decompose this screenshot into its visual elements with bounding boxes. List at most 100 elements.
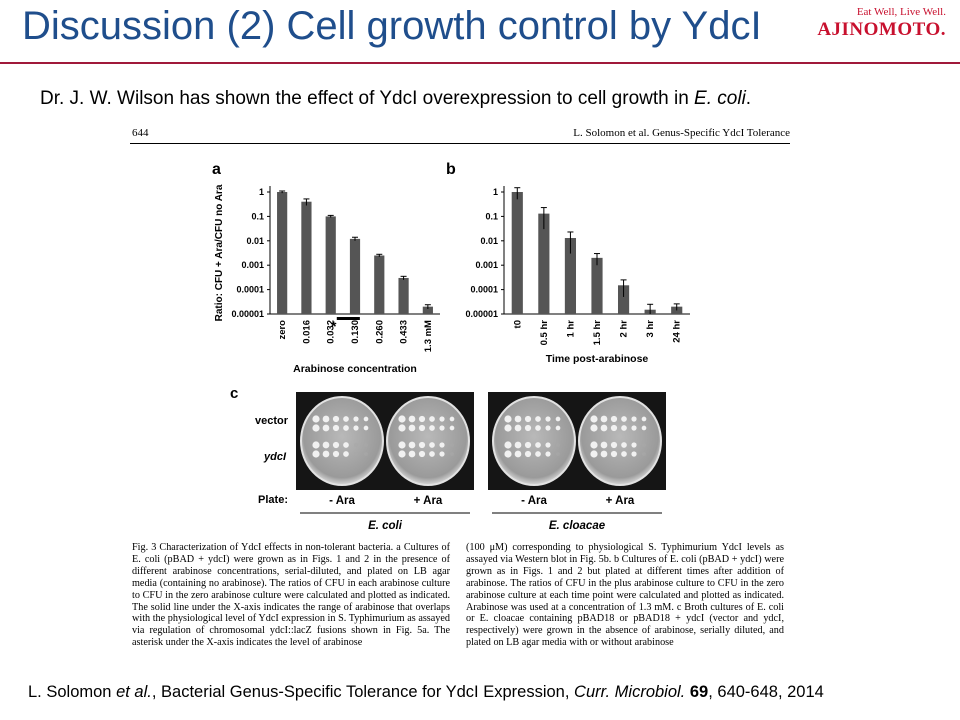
colony-spot — [631, 442, 637, 448]
x-tick-label: 24 hr — [672, 320, 683, 343]
panel-label: b — [446, 161, 456, 178]
paper-figure: 644 L. Solomon et al. Genus-Specific Ydc… — [130, 122, 790, 674]
bar — [617, 285, 630, 314]
bar — [564, 238, 577, 314]
colony-spot — [408, 441, 416, 449]
colony-spot — [449, 425, 455, 431]
colony-spot — [535, 425, 541, 431]
colony-spot — [524, 424, 532, 432]
plate-condition: - Ara — [521, 495, 547, 507]
y-tick-label: 0.001 — [241, 260, 264, 270]
panel-b-chart: b 1 0.1 0.01 0.001 0.0001 0.00001 t0 0.5 hr 1 hr 1… — [446, 161, 690, 365]
y-tick-label: 0.1 — [251, 211, 264, 221]
agar-plate — [578, 396, 662, 486]
colony-spot — [524, 450, 532, 458]
colony-spot — [545, 442, 551, 448]
colony-spot — [610, 441, 618, 449]
colony-spot — [600, 415, 608, 423]
colony-spot — [332, 424, 340, 432]
colony-spot — [363, 425, 369, 431]
colony-spot — [642, 443, 646, 447]
colony-grid — [504, 415, 561, 458]
colony-spot — [332, 441, 340, 449]
bar — [301, 201, 312, 314]
colony-spot — [610, 415, 618, 423]
colony-spot — [631, 416, 637, 422]
colony-spot — [418, 424, 426, 432]
running-head-text: L. Solomon et al. Genus-Specific YdcI To… — [573, 127, 790, 139]
y-tick-label: 0.01 — [480, 236, 498, 246]
colony-spot — [398, 450, 406, 458]
organism-label: E. cloacae — [549, 520, 606, 532]
title-rule — [0, 62, 960, 64]
colony-spot — [524, 441, 532, 449]
y-tick-label: 1 — [259, 187, 264, 197]
colony-spot — [429, 451, 435, 457]
colony-spot — [450, 443, 454, 447]
figure-caption-left: Fig. 3 Characterization of YdcI effects … — [132, 542, 450, 649]
colony-spot — [621, 416, 627, 422]
colony-spot — [449, 416, 455, 422]
ajinomoto-logo: Eat Well, Live Well. AJINOMOTO. — [817, 6, 950, 46]
colony-spot — [439, 442, 445, 448]
row-label-vector: vector — [255, 415, 289, 427]
bar — [349, 238, 361, 314]
colony-spot — [439, 451, 445, 457]
colony-spot — [504, 450, 512, 458]
colony-spot — [322, 424, 330, 432]
y-axis-label: Ratio: CFU + Ara/CFU no Ara — [214, 184, 225, 321]
x-tick-label: zero — [277, 320, 288, 340]
colony-spot — [555, 416, 561, 422]
colony-spot — [545, 451, 551, 457]
agar-plate — [492, 396, 576, 486]
colony-spot — [545, 416, 551, 422]
colony-spot — [332, 415, 340, 423]
colony-spot — [439, 425, 445, 431]
bar — [277, 192, 288, 314]
colony-spot — [429, 416, 435, 422]
y-tick-label: 1 — [493, 187, 498, 197]
colony-grid — [590, 415, 647, 458]
y-tick-label: 0.0001 — [236, 285, 264, 295]
colony-grid — [312, 415, 369, 458]
colony-spot — [514, 415, 522, 423]
colony-spot — [590, 415, 598, 423]
colony-spot — [450, 452, 454, 456]
y-tick-label: 0.00001 — [231, 309, 264, 319]
citation-volume: 69 — [689, 683, 709, 701]
agar-plate — [386, 396, 470, 486]
colony-spot — [641, 416, 647, 422]
bar — [374, 255, 385, 314]
intro-prefix: Dr. J. W. Wilson has shown the effect of… — [40, 88, 695, 109]
colony-spot — [343, 451, 349, 457]
organism-label: E. coli — [368, 520, 403, 532]
colony-spot — [312, 424, 320, 432]
colony-spot — [524, 415, 532, 423]
colony-spot — [343, 416, 349, 422]
x-tick-label: 0.5 hr — [539, 320, 550, 346]
citation-etal: et al. — [116, 683, 152, 701]
plate-condition: + Ara — [606, 495, 635, 507]
colony-spot — [439, 416, 445, 422]
x-tick-label: 0.260 — [374, 320, 385, 344]
plate-condition: - Ara — [329, 495, 355, 507]
colony-spot — [504, 424, 512, 432]
colony-spot — [621, 442, 627, 448]
colony-spot — [322, 450, 330, 458]
colony-spot — [514, 450, 522, 458]
colony-spot — [322, 441, 330, 449]
colony-spot — [600, 424, 608, 432]
colony-spot — [312, 441, 320, 449]
colony-spot — [642, 452, 646, 456]
plate-condition: + Ara — [414, 495, 443, 507]
colony-spot — [631, 425, 637, 431]
colony-spot — [555, 425, 561, 431]
colony-spot — [600, 441, 608, 449]
range-line — [336, 317, 360, 320]
x-tick-label: 1.3 mM — [423, 320, 434, 352]
colony-spot — [621, 425, 627, 431]
colony-spot — [556, 443, 560, 447]
colony-spot — [408, 415, 416, 423]
citation: L. Solomon et al., Bacterial Genus-Speci… — [28, 683, 824, 702]
x-axis-label: Time post-arabinose — [546, 353, 649, 365]
